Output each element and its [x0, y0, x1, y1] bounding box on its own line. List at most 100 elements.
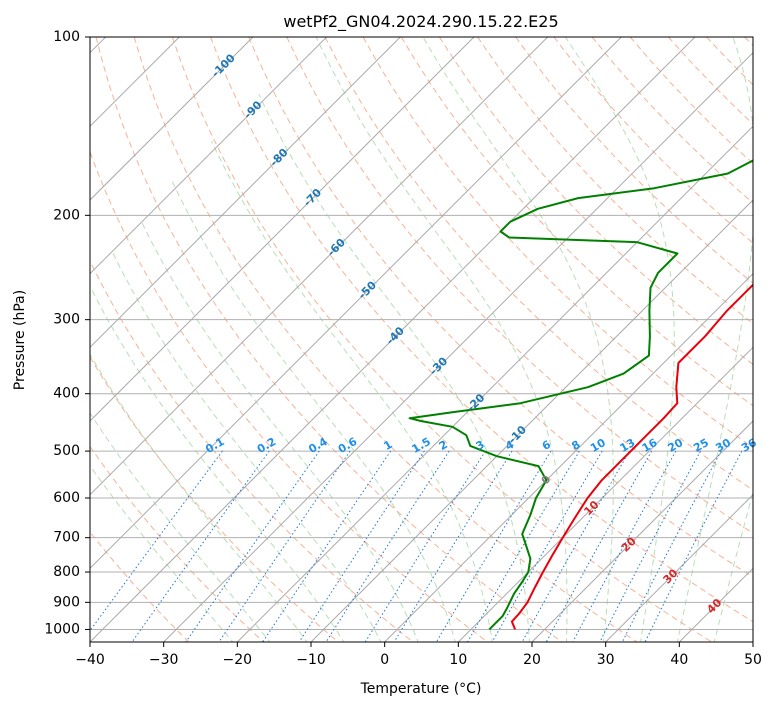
moist-adiabat-line — [90, 353, 308, 642]
isotherm-line — [678, 567, 753, 642]
dry-adiabat-line — [477, 37, 753, 325]
moist-adiabat-line — [90, 412, 271, 642]
moist-adiabat-line — [111, 251, 382, 642]
axes: −40 −30 −20 −10 0 10 20 30 40 50 100 200 300 400 500 60… — [44, 29, 762, 668]
x-tick-label: 20 — [523, 652, 541, 668]
mixing-ratio-line — [466, 450, 580, 642]
isotherm-line — [384, 272, 753, 642]
dry-adiabat-line — [210, 37, 753, 623]
y-axis-title: Pressure (hPa) — [12, 290, 28, 390]
mixing-ratio-line — [262, 450, 392, 642]
plot-frame — [89, 36, 754, 643]
profile-lines — [408, 159, 753, 631]
dry-adiabat-line — [90, 445, 265, 642]
mixing-ratio-line — [521, 450, 630, 642]
mixing-ratio-label: 0.4 — [306, 435, 330, 456]
mixing-ratio-line — [325, 450, 450, 642]
mixing-ratio-label: 36 — [739, 436, 759, 455]
dewpoint-line — [408, 159, 753, 631]
isotherm-line — [90, 37, 696, 642]
mixing-ratio-label: 20 — [666, 436, 686, 455]
isotherm-label: -90 — [241, 98, 264, 121]
isotherm-line — [90, 37, 622, 570]
x-tick-label: 30 — [597, 652, 615, 668]
dry-adiabat-line — [171, 37, 713, 642]
dry-adiabat-line — [324, 37, 753, 491]
y-tick-label: 600 — [53, 490, 80, 506]
x-tick-label: −10 — [296, 652, 326, 668]
isotherm-line — [605, 493, 753, 642]
dry-adiabat-line — [438, 37, 753, 366]
x-tick-label: 0 — [380, 652, 389, 668]
y-tick-label: 800 — [53, 564, 80, 580]
x-tick-label: −40 — [75, 652, 105, 668]
moist-adiabat-line — [171, 180, 456, 642]
isotherm-line — [310, 199, 753, 642]
isotherm-line — [163, 51, 753, 642]
dry-adiabat-line — [706, 37, 753, 86]
dry-adiabat-line — [400, 37, 753, 407]
isotherm-line — [457, 346, 753, 642]
dry-adiabat-line — [95, 37, 564, 642]
dry-adiabat-line — [553, 37, 753, 244]
mixing-ratio-line — [364, 450, 486, 642]
isotherm-label: -100 — [209, 51, 238, 80]
isotherm-line — [90, 37, 475, 422]
dry-adiabat-line — [248, 37, 753, 578]
mixing-ratio-line — [90, 450, 223, 632]
moist-adiabat-line — [90, 285, 345, 642]
mixing-ratio-line — [298, 450, 425, 642]
y-tick-label: 900 — [53, 594, 80, 610]
mixing-ratio-label: 10 — [588, 436, 608, 455]
moist-adiabat-line — [422, 37, 614, 642]
mixing-ratio-label: 0.2 — [255, 435, 278, 456]
mixing-ratio-line — [621, 450, 722, 642]
x-tick-label: 10 — [449, 652, 467, 668]
x-axis-title: Temperature (°C) — [360, 681, 482, 697]
mixing-ratio-label: 0.6 — [336, 435, 360, 456]
y-tick-label: 300 — [53, 312, 80, 328]
y-tick-label: 100 — [53, 29, 80, 45]
x-tick-label: 40 — [670, 652, 688, 668]
mixing-ratio-line — [644, 450, 743, 642]
x-tick-label: 50 — [744, 652, 762, 668]
moist-adiabat-line — [676, 37, 753, 642]
mixing-ratio-label: 0.1 — [203, 435, 226, 456]
moist-adiabat-line — [211, 141, 493, 642]
isotherm-label: 10 — [581, 498, 601, 518]
mixing-ratio-label: 25 — [691, 436, 711, 455]
dry-adiabat-line — [90, 259, 414, 642]
chart-title: wetPf2_GN04.2024.290.15.22.E25 — [283, 12, 558, 32]
y-tick-label: 500 — [53, 443, 80, 459]
mixing-ratio-line — [572, 450, 677, 642]
moist-adiabat-line — [258, 94, 530, 642]
isotherm-line — [90, 37, 549, 496]
line-labels: -100-90-80-70-60-50-40-30-20-10010203040… — [203, 51, 759, 616]
x-tick-label: −30 — [149, 652, 179, 668]
background-lines — [90, 37, 753, 642]
x-tick-label: −20 — [223, 652, 253, 668]
isotherm-line — [752, 641, 753, 642]
y-tick-label: 700 — [53, 530, 80, 546]
moist-adiabat-line — [90, 464, 234, 642]
isotherm-line — [90, 37, 401, 349]
mixing-ratio-line — [131, 450, 270, 642]
isotherm-line — [90, 37, 328, 275]
moist-adiabat-line — [141, 221, 419, 642]
y-tick-label: 400 — [53, 386, 80, 402]
mixing-ratio-label: 1.5 — [410, 435, 433, 456]
isotherm-line — [90, 37, 254, 201]
y-tick-label: 1000 — [44, 621, 80, 637]
dry-adiabat-line — [362, 37, 753, 449]
dry-adiabat-line — [744, 37, 753, 47]
mixing-ratio-label: 30 — [713, 436, 733, 455]
mixing-ratio-line — [491, 450, 603, 642]
moist-adiabat-line — [713, 490, 753, 642]
dry-adiabat-line — [668, 37, 753, 125]
mixing-ratio-label: 13 — [618, 436, 638, 455]
isotherm-line — [236, 125, 753, 642]
dry-adiabat-line — [286, 37, 753, 534]
y-tick-label: 200 — [53, 207, 80, 223]
isotherm-line — [531, 420, 753, 642]
